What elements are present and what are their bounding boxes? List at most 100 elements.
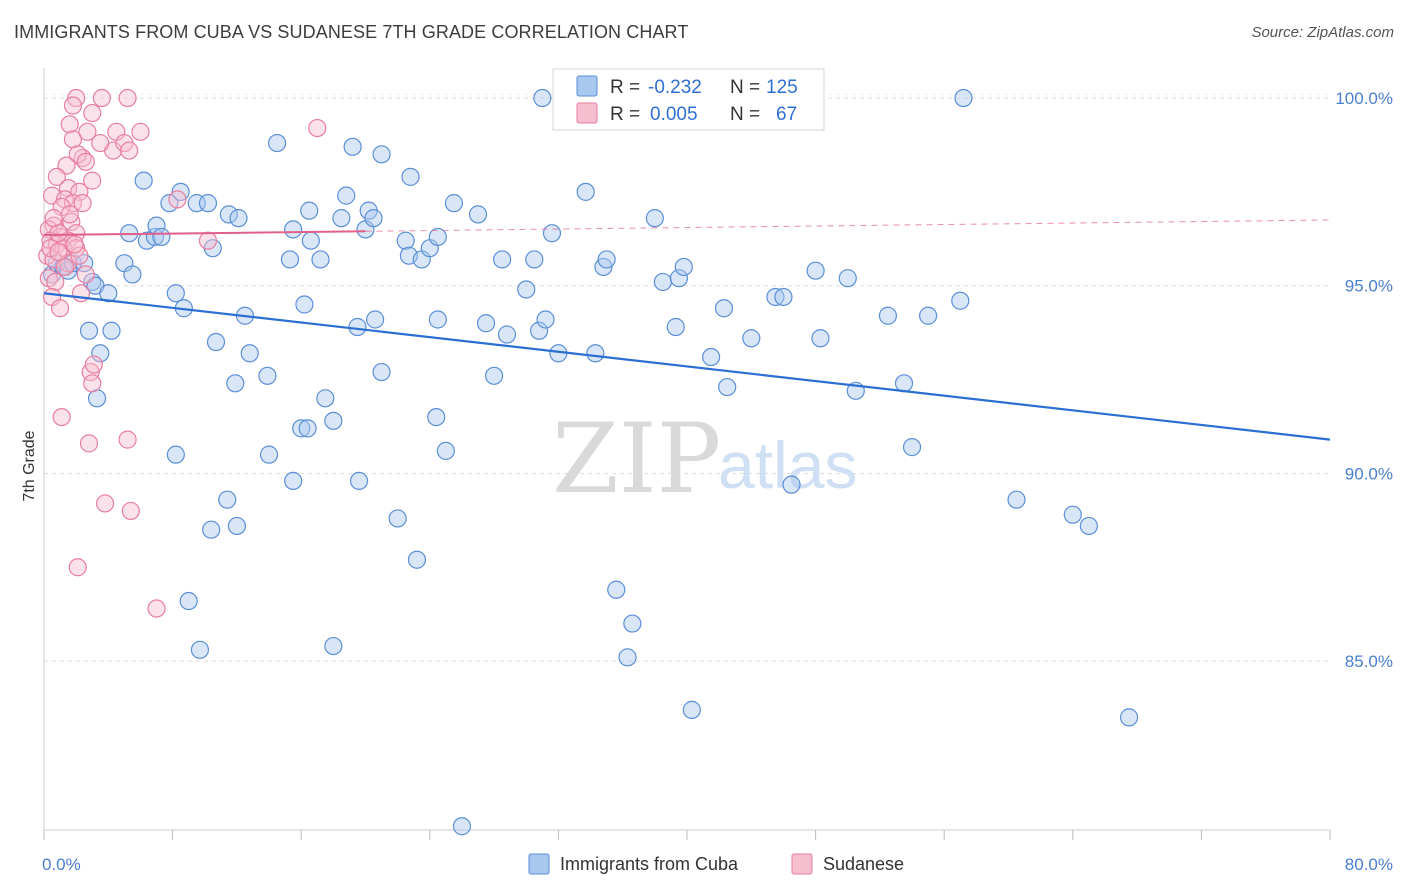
source-label: Source: ZipAtlas.com <box>1251 24 1394 41</box>
series-cuba-points <box>42 88 1139 836</box>
point-cuba <box>337 186 356 205</box>
point-sudanese <box>60 205 79 224</box>
point-cuba <box>166 284 185 303</box>
point-cuba <box>219 205 238 224</box>
point-cuba <box>468 205 488 224</box>
point-sudanese <box>121 501 140 521</box>
point-sudanese <box>62 212 81 232</box>
chart-title: IMMIGRANTS FROM CUBA VS SUDANESE 7TH GRA… <box>14 22 689 42</box>
point-cuba <box>91 344 110 363</box>
point-sudanese <box>47 167 66 186</box>
point-cuba <box>87 389 107 408</box>
point-cuba <box>774 287 793 307</box>
point-sudanese <box>76 152 95 171</box>
point-cuba <box>267 133 287 153</box>
point-cuba <box>166 445 185 464</box>
point-cuba <box>179 591 198 611</box>
point-cuba <box>919 306 938 325</box>
point-sudanese <box>92 88 111 108</box>
point-cuba <box>332 209 351 228</box>
point-sudanese <box>118 430 137 449</box>
point-cuba <box>407 550 427 569</box>
point-cuba <box>372 362 391 382</box>
legend-r-value-cuba: -0.232 <box>648 77 702 98</box>
point-cuba <box>493 250 512 269</box>
point-cuba <box>428 310 447 329</box>
point-cuba <box>666 317 685 337</box>
y-tick-label: 95.0% <box>1345 277 1393 296</box>
point-sudanese <box>50 299 70 318</box>
point-cuba <box>372 145 391 164</box>
point-cuba <box>295 295 314 314</box>
point-cuba <box>1007 490 1026 509</box>
point-cuba <box>1063 505 1082 524</box>
point-sudanese <box>83 374 102 393</box>
point-cuba <box>1119 708 1139 727</box>
point-cuba <box>152 227 171 247</box>
point-sudanese <box>52 407 71 427</box>
point-cuba <box>427 407 446 427</box>
point-cuba <box>258 366 277 385</box>
point-cuba <box>954 88 973 108</box>
point-cuba <box>838 269 857 288</box>
y-tick-label: 100.0% <box>1335 89 1393 108</box>
point-cuba <box>517 280 536 299</box>
point-cuba <box>259 445 279 464</box>
point-sudanese <box>168 190 187 209</box>
point-cuba <box>497 325 517 344</box>
point-sudanese <box>46 272 65 292</box>
point-cuba <box>674 257 693 277</box>
point-cuba <box>428 227 447 247</box>
point-cuba <box>364 209 383 228</box>
legend-n-label-cuba: N = <box>730 77 760 98</box>
point-sudanese <box>95 494 115 513</box>
point-cuba <box>401 167 420 186</box>
point-sudanese <box>147 599 166 618</box>
point-cuba <box>388 509 407 528</box>
point-cuba <box>436 441 455 460</box>
point-sudanese <box>68 558 87 577</box>
point-sudanese <box>73 194 92 213</box>
point-cuba <box>586 344 605 363</box>
point-cuba <box>452 817 472 836</box>
point-cuba <box>349 471 369 491</box>
point-cuba <box>894 374 914 393</box>
point-cuba <box>206 332 226 352</box>
point-cuba <box>324 411 343 430</box>
point-cuba <box>542 224 562 243</box>
point-cuba <box>444 194 464 213</box>
point-sudanese <box>308 118 327 138</box>
point-cuba <box>645 209 664 228</box>
point-cuba <box>366 310 385 329</box>
point-sudanese <box>78 122 97 141</box>
point-cuba <box>240 344 259 363</box>
top-legend: R = -0.232 N = 125 R = 0.005 N = 67 <box>552 68 825 131</box>
x-tick-label-max: 80.0% <box>1345 855 1393 874</box>
point-cuba <box>284 220 303 239</box>
point-sudanese <box>76 265 95 284</box>
point-cuba <box>79 321 99 340</box>
legend-n-value-cuba: 125 <box>766 77 798 98</box>
trend-line-sudanese-extension <box>365 219 1331 232</box>
watermark-zip: ZIP <box>552 403 721 515</box>
point-cuba <box>218 490 237 509</box>
trend-line-cuba <box>43 292 1331 441</box>
point-cuba <box>301 231 320 250</box>
point-sudanese <box>198 231 218 250</box>
point-cuba <box>280 250 300 269</box>
watermark-atlas: atlas <box>718 428 857 502</box>
point-cuba <box>476 314 496 333</box>
point-cuba <box>525 250 544 269</box>
point-cuba <box>623 614 642 633</box>
point-cuba <box>714 299 734 318</box>
point-cuba <box>607 580 626 599</box>
point-cuba <box>533 88 552 108</box>
trend-line-sudanese <box>43 230 366 237</box>
point-sudanese <box>84 355 103 374</box>
point-cuba <box>702 347 721 367</box>
point-cuba <box>226 374 245 393</box>
y-tick-label: 85.0% <box>1345 652 1393 671</box>
x-tick-label-min: 0.0% <box>42 855 81 874</box>
point-cuba <box>298 419 317 438</box>
point-cuba <box>682 700 701 719</box>
